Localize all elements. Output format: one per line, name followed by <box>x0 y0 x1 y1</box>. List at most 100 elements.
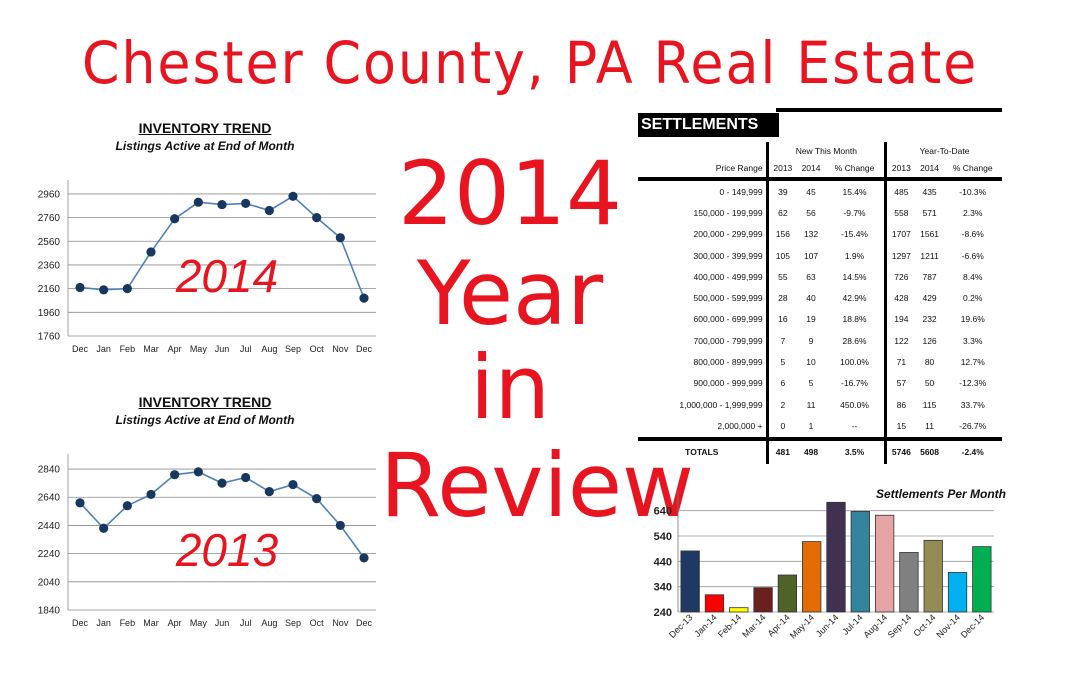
column-header: % Change <box>824 159 888 181</box>
x-tick-label: Apr <box>168 344 182 354</box>
y-tick-label: 2560 <box>38 237 61 248</box>
table-cell: 28 <box>778 293 788 304</box>
table-cell: -6.6% <box>961 250 984 261</box>
data-point <box>217 199 227 210</box>
y-tick-label: 440 <box>654 556 672 568</box>
table-cell: 1561 <box>920 229 940 240</box>
bar <box>850 511 870 613</box>
chart-title: INVENTORY TREND <box>138 394 272 410</box>
table-cell: 485 <box>894 186 909 197</box>
x-tick-label: Sep <box>285 618 301 628</box>
table-cell: 126 <box>922 335 937 346</box>
y-tick-label: 2040 <box>38 577 61 588</box>
table-cell: 481 <box>767 436 798 464</box>
table-cell: 63 <box>806 271 816 282</box>
x-tick-label: Feb <box>120 618 136 628</box>
y-tick-label: 1840 <box>38 606 61 617</box>
table-cell: -10.3% <box>959 186 987 197</box>
group-header-new: New This Month <box>767 142 888 159</box>
data-point <box>312 213 322 223</box>
y-tick-label: 240 <box>654 607 672 619</box>
bar <box>704 594 725 613</box>
table-cell: -- <box>824 415 888 439</box>
x-tick-label: Aug-14 <box>861 612 889 640</box>
table-row: 150,000 - 199,999 62 56 -9.7% 558 571 2.3% <box>638 202 1002 224</box>
data-point <box>75 498 85 508</box>
table-cell: 56 <box>806 207 816 218</box>
table-cell: 55 <box>778 271 788 282</box>
table-cell: 15 <box>896 420 907 431</box>
x-tick-label: Jan <box>96 618 111 628</box>
x-tick-label: Aug <box>261 618 277 628</box>
table-cell: 1 <box>808 420 814 431</box>
bar <box>874 514 895 613</box>
table-cell: 700,000 - 799,999 <box>638 330 769 352</box>
y-tick-label: 1760 <box>38 332 61 343</box>
table-cell: 2.3% <box>963 207 983 218</box>
x-tick-label: Dec <box>356 344 373 354</box>
x-tick-label: Dec <box>72 344 89 354</box>
x-tick-label: Nov <box>332 344 349 354</box>
x-tick-label: Mar <box>143 344 159 354</box>
x-tick-label: Oct-14 <box>911 612 937 638</box>
data-point <box>217 478 227 488</box>
table-cell: 156 <box>775 229 790 240</box>
table-cell: 1.9% <box>824 244 888 267</box>
data-point <box>99 523 109 533</box>
table-cell: 726 <box>894 271 909 282</box>
x-tick-label: May-14 <box>788 612 816 640</box>
table-cell: 1297 <box>891 250 911 261</box>
table-cell: 19.6% <box>960 314 985 325</box>
table-cell: 105 <box>775 250 790 261</box>
table-cell: 200,000 - 299,999 <box>638 223 769 245</box>
center-word-review: Review <box>380 434 694 537</box>
x-tick-label: Aug <box>261 344 277 354</box>
y-tick-label: 1960 <box>38 308 61 319</box>
y-tick-label: 2360 <box>38 260 61 271</box>
y-tick-label: 2240 <box>38 549 61 560</box>
table-cell: -12.3% <box>959 378 987 389</box>
y-tick-label: 340 <box>654 582 672 594</box>
table-cell: 1,000,000 - 1,999,999 <box>638 393 769 416</box>
table-cell: 300,000 - 399,999 <box>638 244 769 267</box>
data-point <box>193 197 203 207</box>
settlements-table: New This Month Year-To-Date Price Range … <box>638 142 1002 464</box>
data-point <box>241 472 251 483</box>
chart-subtitle: Listings Active at End of Month <box>115 413 295 427</box>
table-cell: 2 <box>780 399 786 410</box>
x-tick-label: Jan-14 <box>692 612 719 639</box>
column-header: % Change <box>943 159 1002 181</box>
data-point <box>122 501 132 511</box>
table-cell: 50 <box>924 378 935 389</box>
y-tick-label: 2160 <box>38 284 61 295</box>
table-cell: 15.4% <box>824 179 888 203</box>
table-cell: 558 <box>894 207 909 218</box>
table-cell: -26.7% <box>959 420 987 431</box>
y-tick-label: 2960 <box>38 189 61 200</box>
x-tick-label: Jun-14 <box>814 612 841 639</box>
data-point <box>312 494 322 504</box>
y-tick-label: 2840 <box>38 465 61 476</box>
y-tick-label: 2640 <box>38 493 61 504</box>
bar <box>826 501 846 613</box>
bar <box>923 539 943 613</box>
table-cell: 100.0% <box>824 351 888 373</box>
table-cell: 62 <box>778 207 788 218</box>
data-point <box>288 191 298 201</box>
x-tick-label: Dec <box>356 618 373 628</box>
settlements-table-title: SETTLEMENTS <box>638 113 779 137</box>
table-cell: 2,000,000 + <box>638 415 769 439</box>
line-chart-svg: 1760 1960 2160 2360 2560 2760 2960 Dec Jan Feb Mar… <box>38 180 376 354</box>
table-group-header-row: New This Month Year-To-Date <box>638 142 1002 159</box>
table-cell: 33.7% <box>960 399 985 410</box>
table-cell: 600,000 - 699,999 <box>638 308 769 331</box>
bar <box>947 572 968 613</box>
group-header-ytd: Year-To-Date <box>919 145 970 156</box>
table-row: 0 - 149,999 39 45 15.4% 485 435 -10.3% <box>638 179 1002 203</box>
table-cell: 428 <box>894 293 909 304</box>
x-tick-label: Jun <box>215 344 230 354</box>
x-tick-label: Sep <box>285 344 301 354</box>
table-cell: 86 <box>896 399 907 410</box>
data-point <box>122 284 132 294</box>
bar <box>899 552 919 613</box>
